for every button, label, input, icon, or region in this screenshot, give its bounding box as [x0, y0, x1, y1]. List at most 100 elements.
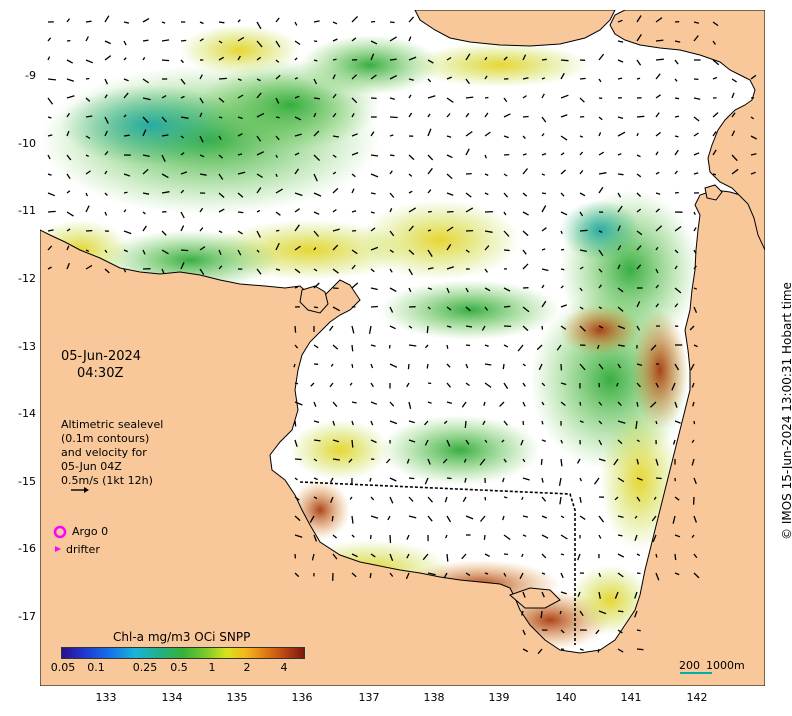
velocity-arrow	[199, 268, 205, 275]
lon-label: 142	[686, 691, 708, 704]
velocity-arrow	[408, 78, 414, 81]
land-papua-new-guinea	[414, 10, 616, 47]
velocity-arrow	[617, 287, 624, 293]
velocity-arrow	[47, 134, 53, 137]
velocity-arrow	[576, 458, 581, 464]
velocity-arrow	[522, 648, 529, 653]
velocity-arrow	[199, 207, 204, 213]
velocity-arrow	[180, 171, 188, 175]
velocity-arrow	[427, 572, 436, 576]
velocity-arrow	[66, 190, 71, 194]
velocity-arrow	[444, 496, 448, 503]
velocity-arrow	[617, 629, 623, 634]
velocity-arrow	[294, 152, 300, 156]
velocity-arrow	[446, 553, 449, 562]
velocity-arrow	[104, 268, 110, 274]
velocity-arrow	[674, 287, 682, 294]
velocity-arrow	[389, 477, 397, 482]
velocity-arrow	[693, 249, 697, 254]
velocity-arrow	[85, 135, 91, 139]
velocity-arrow	[180, 189, 185, 194]
velocity-arrow	[237, 78, 242, 82]
velocity-arrow	[370, 439, 377, 444]
velocity-arrow	[351, 282, 359, 289]
velocity-arrow	[499, 401, 505, 407]
velocity-arrow	[674, 225, 682, 232]
velocity-arrow	[651, 515, 657, 522]
velocity-arrow	[351, 344, 354, 352]
velocity-arrow	[237, 153, 243, 156]
velocity-arrow	[446, 287, 450, 294]
velocity-arrow	[598, 186, 604, 194]
velocity-arrow	[560, 72, 565, 80]
velocity-arrow	[442, 458, 448, 464]
velocity-arrow	[256, 230, 261, 238]
velocity-arrow	[636, 208, 642, 213]
velocity-arrow	[579, 151, 584, 156]
lon-label: 141	[620, 691, 642, 704]
velocity-arrow	[693, 21, 700, 24]
velocity-arrow	[463, 458, 467, 463]
velocity-arrow	[256, 21, 262, 30]
velocity-arrow	[655, 151, 659, 156]
velocity-arrow	[427, 113, 431, 118]
velocity-arrow	[522, 263, 529, 270]
velocity-arrow	[123, 268, 127, 273]
velocity-arrow	[389, 116, 398, 119]
velocity-arrow	[332, 458, 340, 461]
velocity-arrow	[634, 534, 638, 542]
velocity-arrow	[750, 153, 757, 156]
velocity-arrow	[328, 325, 334, 331]
velocity-arrow	[674, 401, 678, 408]
velocity-arrow	[502, 363, 505, 370]
velocity-arrow	[142, 78, 150, 84]
velocity-arrow	[66, 262, 71, 270]
velocity-arrow	[484, 230, 493, 233]
velocity-arrow	[313, 534, 318, 542]
velocity-arrow	[294, 168, 300, 175]
velocity-arrow	[541, 227, 547, 232]
velocity-arrow	[294, 439, 298, 447]
velocity-arrow	[180, 78, 186, 85]
velocity-arrow	[47, 266, 52, 270]
velocity-arrow	[484, 306, 489, 311]
lon-label: 138	[423, 691, 445, 704]
velocity-arrow	[104, 130, 108, 137]
velocity-arrow	[614, 496, 619, 501]
velocity-arrow	[693, 306, 698, 313]
velocity-arrow	[617, 306, 624, 312]
velocity-arrow	[370, 420, 374, 426]
velocity-arrow	[541, 133, 545, 137]
velocity-arrow	[636, 34, 642, 42]
colorbar-tick: 0.1	[87, 661, 105, 674]
velocity-arrow	[579, 211, 584, 217]
velocity-arrow	[427, 458, 431, 465]
velocity-arrow	[617, 131, 626, 137]
velocity-arrow	[503, 496, 508, 499]
velocity-arrow	[464, 477, 467, 483]
velocity-arrow	[693, 553, 698, 559]
velocity-arrow	[408, 36, 412, 42]
velocity-arrow	[389, 170, 393, 175]
velocity-arrow	[541, 248, 546, 251]
velocity-arrow	[484, 496, 487, 501]
velocity-arrow	[465, 112, 470, 118]
velocity-arrow	[635, 420, 638, 429]
velocity-arrow	[256, 56, 261, 61]
velocity-arrow	[389, 401, 395, 407]
velocity-arrow	[85, 115, 93, 118]
velocity-arrow	[332, 38, 338, 42]
velocity-arrow	[370, 154, 379, 157]
velocity-arrow	[406, 382, 410, 388]
velocity-arrow	[579, 192, 586, 197]
velocity-arrow	[674, 59, 679, 65]
velocity-arrow	[446, 76, 452, 80]
velocity-arrow	[484, 192, 489, 196]
velocity-arrow	[636, 648, 644, 651]
velocity-arrow	[655, 246, 659, 251]
velocity-arrow	[541, 382, 546, 387]
velocity-arrow	[47, 173, 52, 176]
velocity-arrow	[161, 249, 169, 255]
velocity-arrow	[142, 211, 146, 215]
velocity-arrow	[389, 154, 395, 157]
